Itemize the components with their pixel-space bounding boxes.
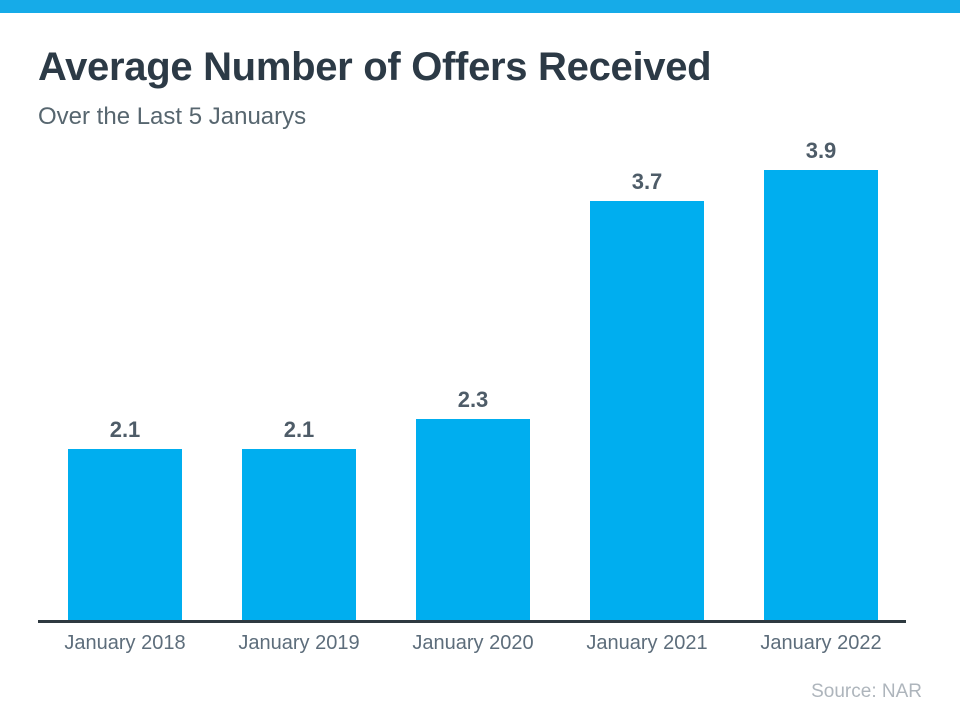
x-axis-line <box>38 620 906 623</box>
bar-january-2022 <box>764 170 878 620</box>
bar-value-label-january-2019: 2.1 <box>283 416 315 442</box>
bar-january-2019 <box>242 449 356 620</box>
x-axis-label-january-2018: January 2018 <box>64 632 186 654</box>
bar-value-label-january-2018: 2.1 <box>109 416 141 442</box>
x-axis-label-january-2021: January 2021 <box>586 632 708 654</box>
bar-value-label-january-2022: 3.9 <box>805 137 837 163</box>
x-axis-label-january-2020: January 2020 <box>412 632 534 654</box>
page-subtitle: Over the Last 5 Januarys <box>38 103 307 130</box>
bar-value-label-january-2021: 3.7 <box>631 168 663 194</box>
bar-january-2021 <box>590 201 704 620</box>
page-title: Average Number of Offers Received <box>38 45 712 89</box>
bar-january-2020 <box>416 419 530 620</box>
x-axis-labels: January 2018 January 2019 January 2020 Janu… <box>38 632 906 658</box>
bar-january-2018 <box>68 449 182 620</box>
x-axis-label-january-2022: January 2022 <box>760 632 882 654</box>
top-accent-bar <box>0 0 960 13</box>
x-axis-label-january-2019: January 2019 <box>238 632 360 654</box>
bar-value-label-january-2020: 2.3 <box>457 386 489 412</box>
source-attribution: Source: NAR <box>811 681 922 702</box>
bar-chart-plot-area: 2.1 2.1 2.3 3.7 3.9 <box>38 0 906 620</box>
